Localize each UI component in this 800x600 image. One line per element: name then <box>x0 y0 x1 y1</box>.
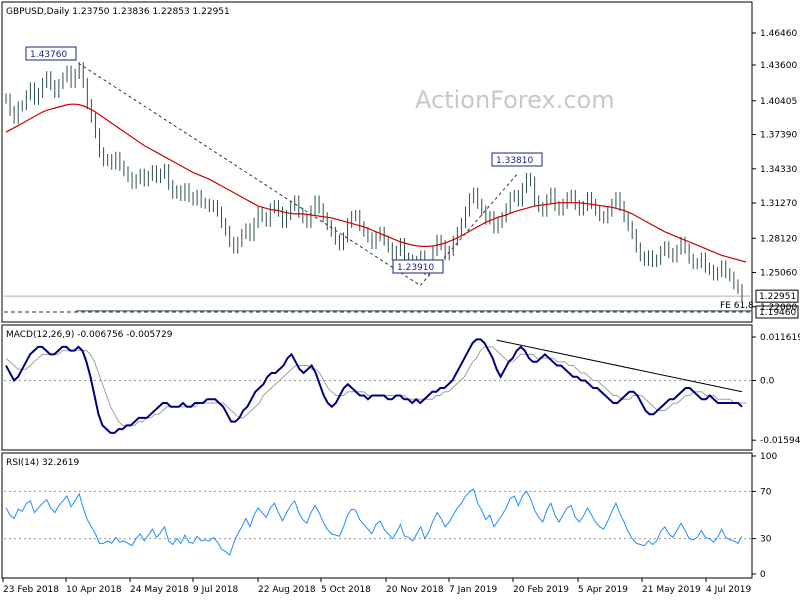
macd-y-tick-label: 0.0 <box>760 377 775 387</box>
price-trend-line <box>78 62 421 286</box>
price-callout-label: 1.33810 <box>496 156 533 166</box>
x-tick-label: 23 Feb 2018 <box>3 585 59 595</box>
macd-y-tick-label: 0.011619 <box>760 333 800 343</box>
fe-line-label: FE 61.8 <box>720 301 754 311</box>
price-y-tick-label: 1.43600 <box>760 61 797 71</box>
sma-line <box>5 103 747 263</box>
rsi-panel-frame <box>1 452 753 579</box>
price-bars <box>5 62 743 302</box>
price-y-tick-label: 1.22000 <box>760 303 797 313</box>
current-price-label: 1.22951 <box>759 292 796 302</box>
price-panel-title: GBPUSD,Daily 1.23750 1.23836 1.22853 1.2… <box>6 7 230 17</box>
x-tick-label: 7 Jan 2019 <box>449 585 497 595</box>
price-lines <box>5 103 747 263</box>
rsi-gridlines <box>4 490 752 540</box>
price-callout-label: 1.43760 <box>30 50 67 60</box>
price-callout-box <box>25 46 77 61</box>
rsi-y-tick-label: 100 <box>760 452 777 462</box>
price-callouts: 1.43760 1.33810 1.23910 <box>25 46 543 274</box>
x-axis-ticks: 23 Feb 2018 10 Apr 2018 24 May 2018 9 Jul 2… <box>2 578 751 595</box>
price-y-ticks: 1.46460 1.43600 1.40405 1.37390 1.34330 1.312… <box>752 29 797 313</box>
current-price-tag <box>755 289 799 303</box>
x-tick-label: 4 Jul 2019 <box>706 585 751 595</box>
macd-panel-title: MACD(12,26,9) -0.006756 -0.005729 <box>6 330 173 340</box>
watermark: ActionForex.com <box>415 86 615 114</box>
macd-y-tick-label: -0.015949 <box>760 436 800 446</box>
price-y-tick-label: 1.28120 <box>760 234 797 244</box>
price-y-tick-label: 1.37390 <box>760 131 797 141</box>
price-callout-box <box>392 259 444 274</box>
macd-y-ticks: 0.011619 0.0 -0.015949 <box>752 333 800 446</box>
support-line-tag <box>755 305 799 319</box>
support-line-label: 1.19460 <box>759 308 796 318</box>
rsi-y-tick-label: 70 <box>760 487 772 497</box>
price-gridlines: FE 61.8 1.19460 1.22951 <box>4 289 799 319</box>
price-y-tick-label: 1.25060 <box>760 269 797 279</box>
rsi-panel-title: RSI(14) 32.2619 <box>6 458 79 468</box>
x-tick-label: 9 Jul 2018 <box>193 585 238 595</box>
x-tick-label: 24 May 2018 <box>130 585 189 595</box>
macd-trend-line <box>496 339 743 393</box>
x-tick-label: 5 Oct 2018 <box>321 585 371 595</box>
rsi-y-tick-label: 0 <box>760 570 766 580</box>
x-tick-label: 20 Nov 2018 <box>386 585 444 595</box>
x-tick-label: 20 Feb 2019 <box>513 585 569 595</box>
x-tick-label: 21 May 2019 <box>642 585 701 595</box>
rsi-y-ticks: 100 70 30 0 <box>752 452 777 580</box>
price-y-tick-label: 1.34330 <box>760 165 797 175</box>
macd-lines <box>5 338 747 434</box>
x-tick-label: 10 Apr 2018 <box>66 585 122 595</box>
macd-signal-line <box>5 346 747 426</box>
macd-panel-frame <box>1 324 753 451</box>
rsi-lines <box>5 488 743 556</box>
macd-line <box>5 338 743 434</box>
price-y-tick-label: 1.40405 <box>760 97 797 107</box>
x-tick-label: 5 Apr 2019 <box>578 585 628 595</box>
rsi-y-tick-label: 30 <box>760 535 772 545</box>
price-y-tick-label: 1.31270 <box>760 199 797 209</box>
price-panel-frame <box>1 1 753 323</box>
price-y-tick-label: 1.46460 <box>760 29 797 39</box>
rsi-line <box>5 488 743 556</box>
x-tick-label: 22 Aug 2018 <box>258 585 316 595</box>
price-callout-label: 1.23910 <box>397 263 434 273</box>
price-callout-box <box>491 152 543 167</box>
